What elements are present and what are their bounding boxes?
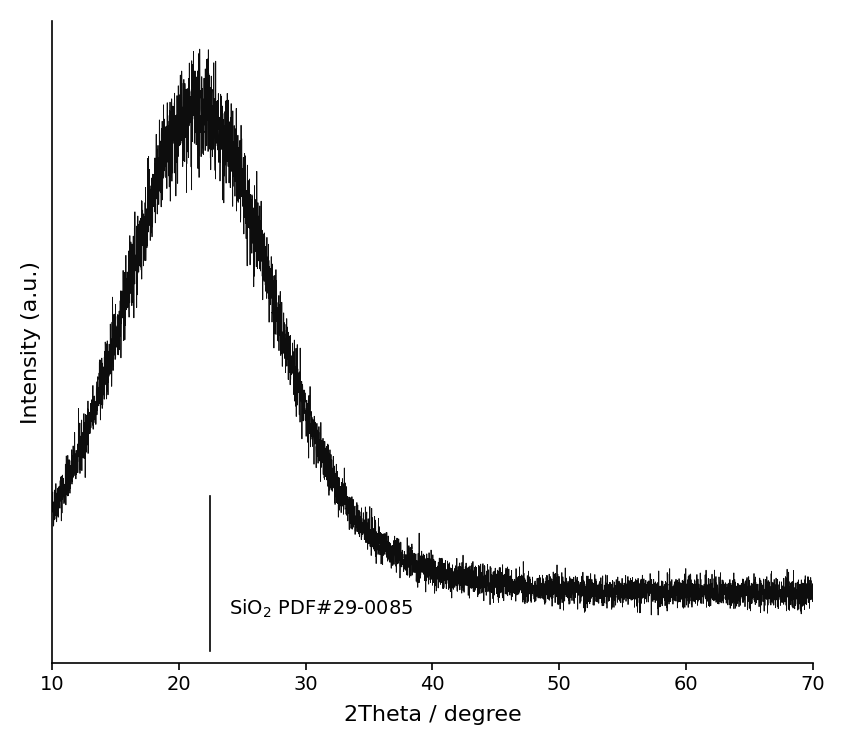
X-axis label: 2Theta / degree: 2Theta / degree <box>343 705 521 725</box>
Text: SiO$_2$ PDF#29-0085: SiO$_2$ PDF#29-0085 <box>229 598 414 620</box>
Y-axis label: Intensity (a.u.): Intensity (a.u.) <box>21 260 41 424</box>
